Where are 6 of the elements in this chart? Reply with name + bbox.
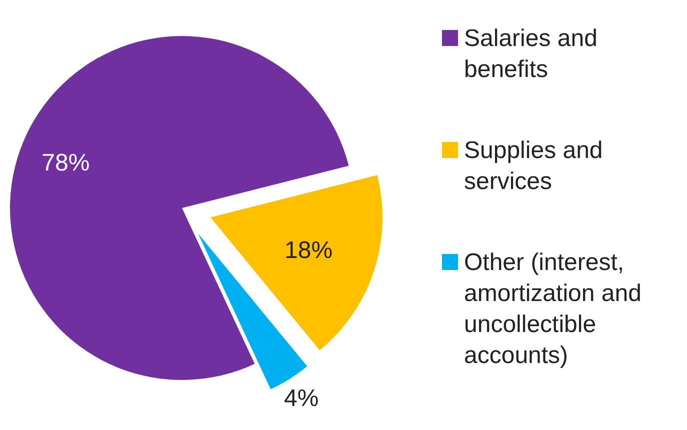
- data-label: 78%: [42, 150, 90, 177]
- data-label: 4%: [284, 384, 319, 412]
- legend-label: Supplies and services: [464, 137, 603, 195]
- legend-label: Salaries and benefits: [464, 25, 598, 83]
- data-label: 18%: [284, 237, 333, 264]
- legend-label: Other (interest, amortization and uncollectible accounts): [464, 249, 642, 369]
